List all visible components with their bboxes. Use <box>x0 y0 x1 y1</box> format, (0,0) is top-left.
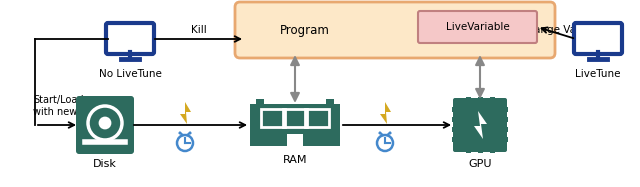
FancyBboxPatch shape <box>326 99 334 105</box>
Circle shape <box>378 131 381 134</box>
FancyBboxPatch shape <box>490 97 495 101</box>
Polygon shape <box>380 102 391 124</box>
FancyBboxPatch shape <box>504 117 508 122</box>
Circle shape <box>377 135 393 151</box>
Text: RAM: RAM <box>283 155 307 165</box>
FancyBboxPatch shape <box>250 134 340 146</box>
FancyBboxPatch shape <box>250 104 340 134</box>
Text: Start/Load
with new Value: Start/Load with new Value <box>33 95 108 117</box>
Text: Program: Program <box>280 24 330 36</box>
FancyBboxPatch shape <box>106 23 154 54</box>
Circle shape <box>179 131 182 134</box>
Text: No LiveTune: No LiveTune <box>99 69 161 79</box>
FancyBboxPatch shape <box>477 149 483 153</box>
Text: LiveVariable: LiveVariable <box>445 22 509 32</box>
FancyBboxPatch shape <box>452 107 456 111</box>
Circle shape <box>189 131 191 134</box>
FancyBboxPatch shape <box>76 96 134 154</box>
FancyBboxPatch shape <box>418 11 537 43</box>
Circle shape <box>388 131 392 134</box>
FancyBboxPatch shape <box>477 97 483 101</box>
Circle shape <box>177 135 193 151</box>
Circle shape <box>100 118 110 128</box>
FancyBboxPatch shape <box>504 126 508 131</box>
Text: GPU: GPU <box>468 159 492 169</box>
Text: Disk: Disk <box>93 159 117 169</box>
FancyBboxPatch shape <box>287 134 303 146</box>
FancyBboxPatch shape <box>490 149 495 153</box>
FancyBboxPatch shape <box>235 2 555 58</box>
Text: Change Value: Change Value <box>520 25 591 35</box>
FancyBboxPatch shape <box>452 126 456 131</box>
Text: LiveTune: LiveTune <box>575 69 621 79</box>
FancyBboxPatch shape <box>453 98 507 152</box>
FancyBboxPatch shape <box>452 117 456 122</box>
FancyBboxPatch shape <box>465 97 470 101</box>
Polygon shape <box>474 111 487 139</box>
FancyBboxPatch shape <box>465 149 470 153</box>
FancyBboxPatch shape <box>504 137 508 142</box>
FancyBboxPatch shape <box>256 99 264 105</box>
FancyBboxPatch shape <box>452 137 456 142</box>
FancyBboxPatch shape <box>574 23 622 54</box>
Polygon shape <box>180 102 191 124</box>
Text: Kill: Kill <box>191 25 206 35</box>
FancyBboxPatch shape <box>504 107 508 111</box>
